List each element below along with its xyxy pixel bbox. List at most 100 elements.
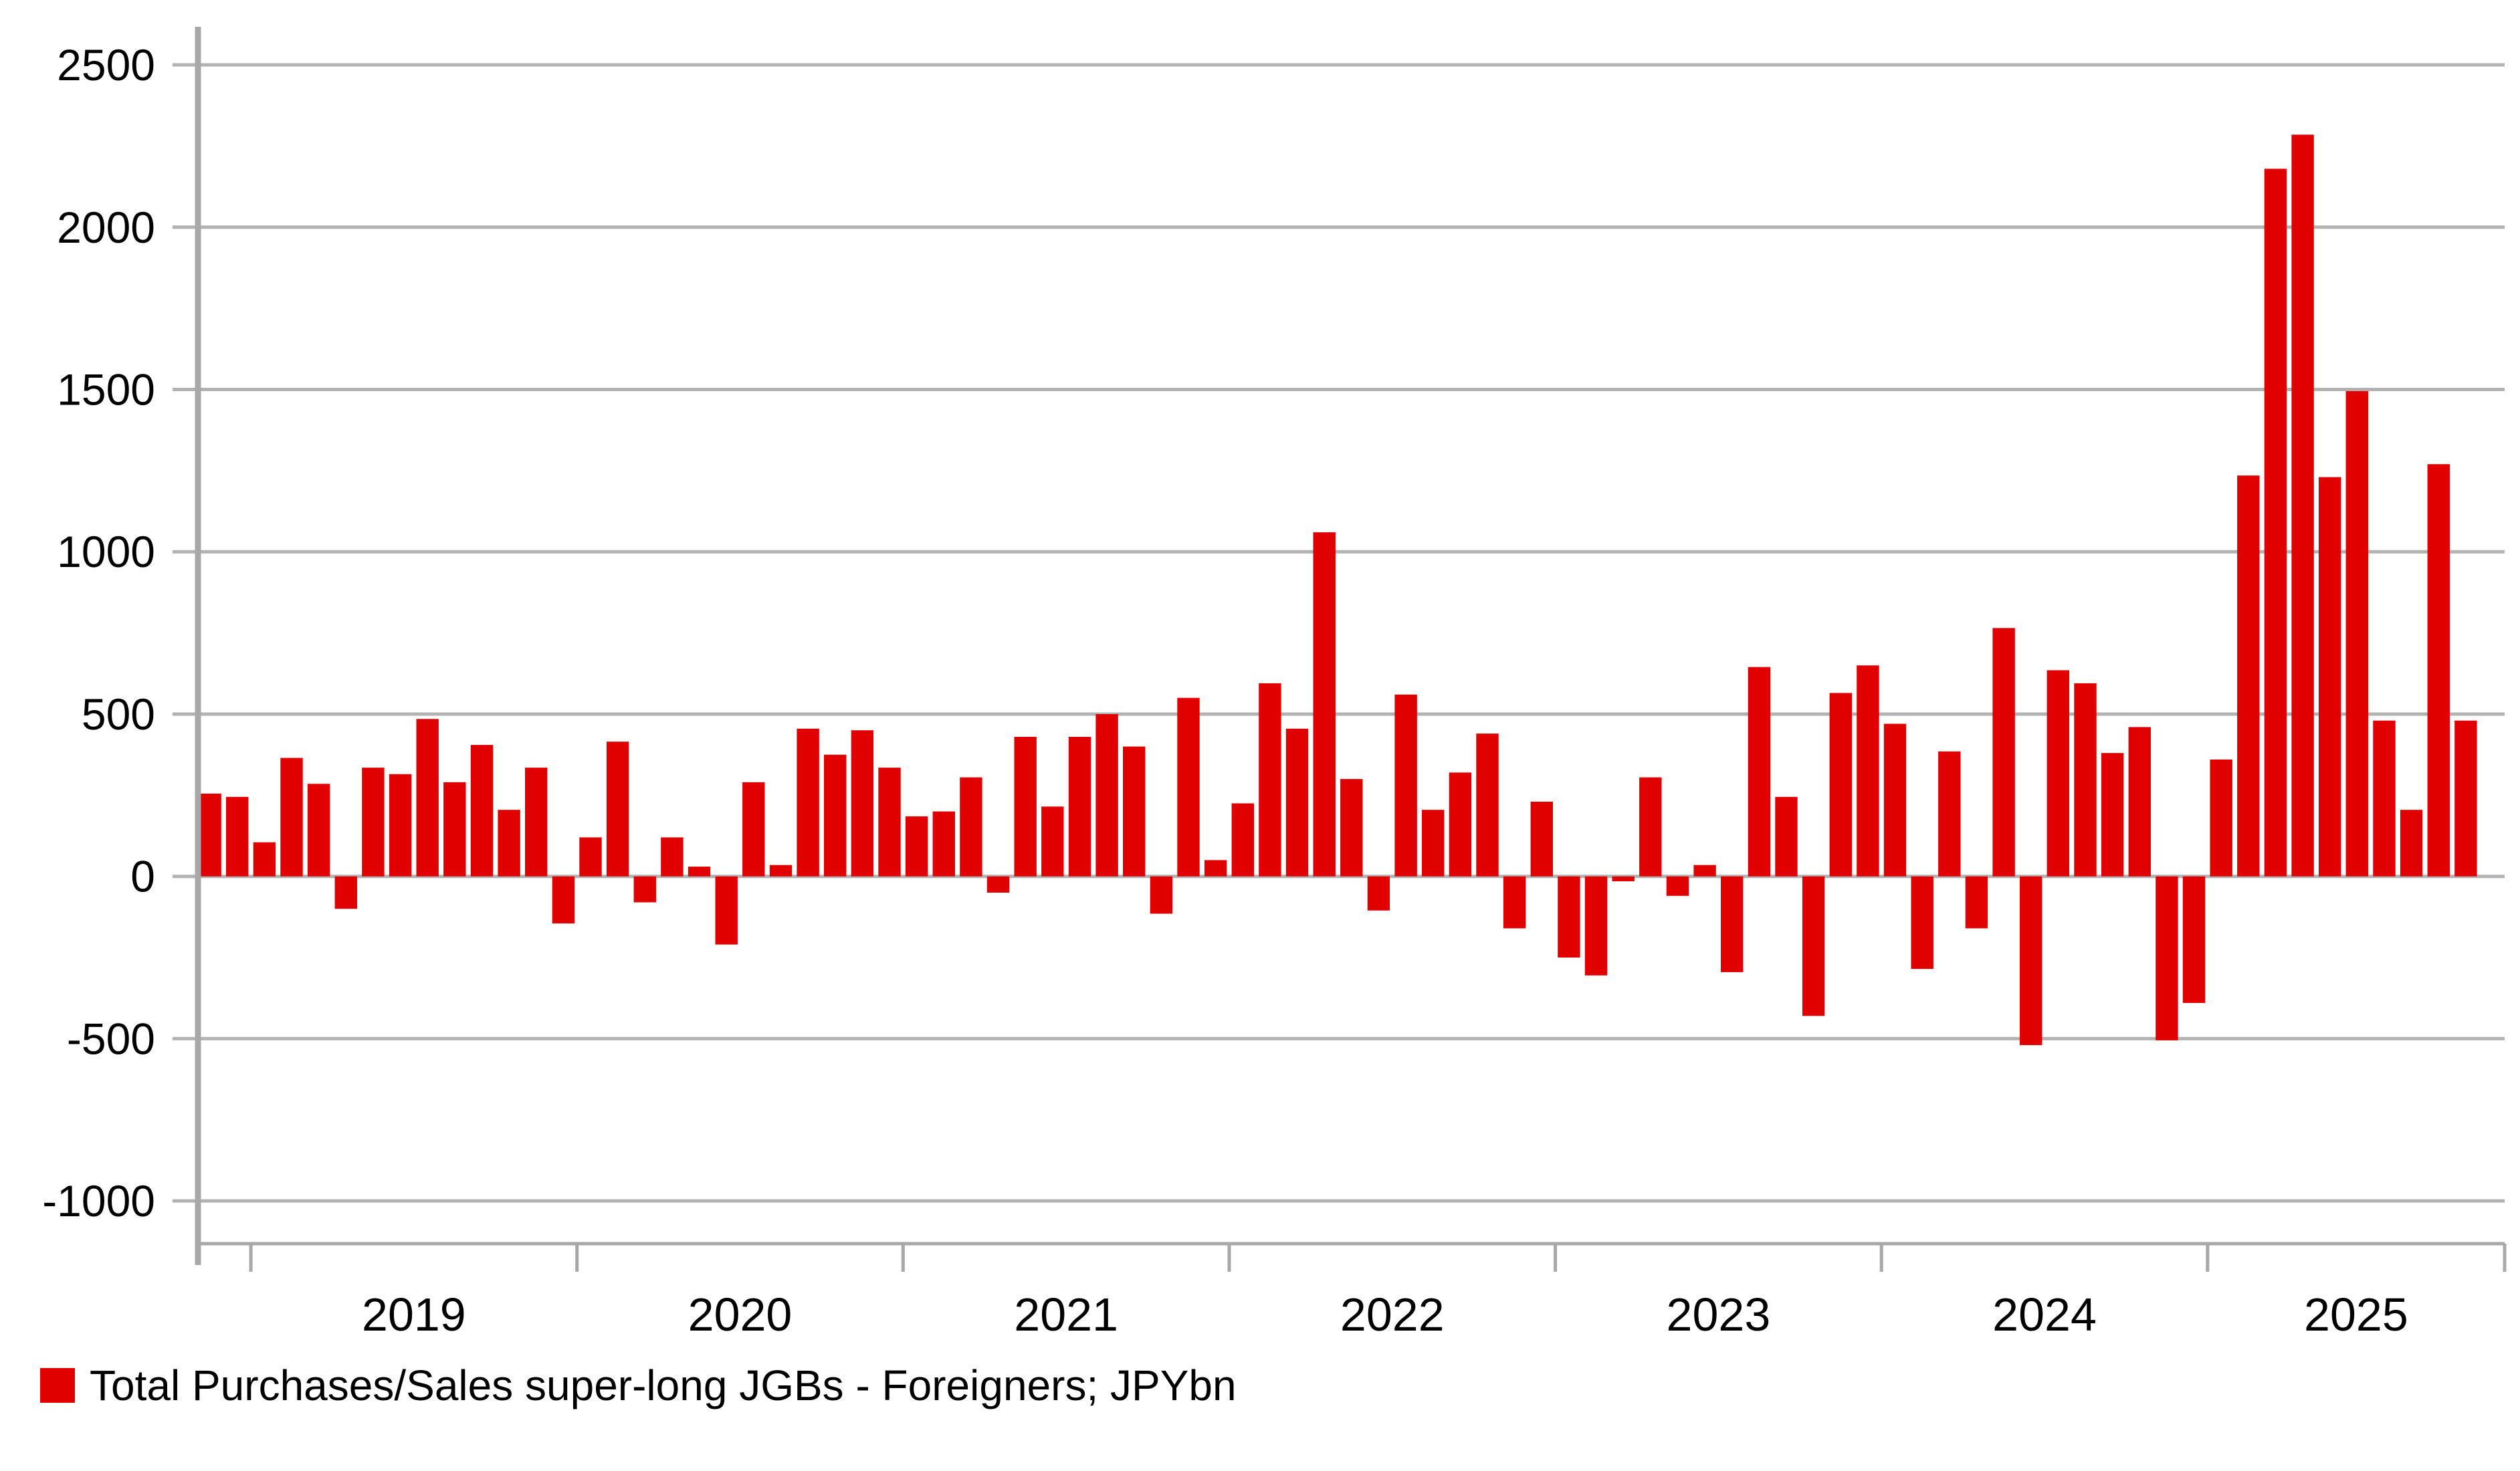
y-axis-tick-label: 500 — [82, 689, 155, 739]
bar-2025-05 — [2319, 477, 2341, 877]
bar-2024-03 — [1938, 751, 1961, 877]
bar-2021-10 — [1150, 876, 1173, 914]
bar-2025-10 — [2454, 720, 2477, 877]
bar-2024-07 — [2046, 670, 2069, 877]
bar-2023-06 — [1693, 865, 1716, 877]
x-axis-year-label: 2021 — [1014, 1288, 1118, 1341]
bar-2023-12 — [1857, 665, 1879, 877]
bar-2023-09 — [1775, 796, 1798, 877]
bar-2018-12 — [226, 796, 249, 877]
y-axis-tick-label: 0 — [130, 852, 155, 901]
bar-2019-06 — [389, 774, 412, 877]
bar-2021-05 — [1014, 737, 1037, 877]
x-axis-year-label: 2023 — [1667, 1288, 1771, 1341]
bar-2022-05 — [1340, 779, 1363, 877]
bar-2020-04 — [661, 837, 684, 877]
bar-2019-04 — [334, 876, 357, 909]
bar-2020-01 — [579, 837, 602, 877]
y-axis-tick-label: 1000 — [57, 527, 155, 576]
bar-2019-10 — [498, 810, 520, 877]
legend-swatch — [40, 1368, 75, 1403]
bar-2023-07 — [1721, 876, 1744, 972]
bar-2020-03 — [633, 876, 656, 903]
legend-label: Total Purchases/Sales super-long JGBs - … — [90, 1361, 1237, 1409]
bar-2020-02 — [606, 742, 629, 877]
bar-2021-11 — [1177, 697, 1200, 877]
bar-2024-10 — [2128, 727, 2151, 877]
bar-2022-12 — [1530, 802, 1553, 877]
bar-2023-02 — [1584, 876, 1608, 976]
bar-2024-11 — [2156, 876, 2178, 1040]
bar-2020-05 — [688, 867, 711, 877]
bar-2021-07 — [1068, 737, 1091, 877]
bar-2019-08 — [443, 782, 466, 877]
bar-2020-08 — [769, 865, 793, 877]
bar-2020-06 — [715, 876, 738, 945]
bar-2023-03 — [1612, 876, 1635, 881]
bar-2021-08 — [1095, 714, 1118, 877]
x-axis-year-label: 2020 — [688, 1288, 793, 1341]
bar-2022-04 — [1313, 532, 1336, 877]
bar-2022-11 — [1503, 876, 1526, 929]
bar-2018-11 — [199, 793, 221, 877]
bar-2022-10 — [1476, 733, 1499, 877]
bar-2022-01 — [1231, 803, 1254, 877]
y-axis-tick-label: 2500 — [57, 40, 155, 90]
bar-2019-03 — [307, 784, 330, 877]
bar-2021-04 — [986, 876, 1010, 893]
bar-2020-10 — [824, 754, 847, 877]
bar-2023-11 — [1829, 693, 1852, 877]
bar-2025-07 — [2373, 720, 2396, 877]
bar-2025-02 — [2237, 475, 2260, 877]
y-axis-tick-label: -500 — [67, 1014, 155, 1063]
bar-2022-02 — [1259, 683, 1281, 877]
bar-2021-01 — [905, 816, 928, 877]
y-axis-tick-label: 1500 — [57, 365, 155, 415]
bar-2019-09 — [470, 745, 494, 877]
bar-2022-07 — [1394, 694, 1417, 877]
bar-2021-06 — [1041, 806, 1064, 877]
bar-2024-09 — [2101, 753, 2124, 877]
bar-2022-09 — [1449, 772, 1472, 877]
bar-2025-08 — [2400, 810, 2423, 877]
bar-2025-06 — [2345, 390, 2368, 877]
bar-2020-11 — [851, 730, 874, 877]
bar-2019-07 — [416, 719, 439, 877]
x-axis-year-label: 2024 — [1992, 1288, 2097, 1341]
bar-2022-06 — [1367, 876, 1390, 911]
x-axis-year-label: 2019 — [362, 1288, 466, 1341]
bar-2024-02 — [1911, 876, 1933, 970]
bar-2020-12 — [878, 768, 901, 877]
bar-2019-11 — [525, 768, 548, 877]
legend: Total Purchases/Sales super-long JGBs - … — [40, 1361, 1237, 1409]
bar-2021-03 — [960, 777, 982, 877]
bar-2023-10 — [1802, 876, 1825, 1016]
bar-2021-09 — [1123, 746, 1146, 877]
bar-2025-09 — [2427, 464, 2450, 877]
bar-2020-09 — [797, 728, 819, 877]
bar-2025-04 — [2291, 134, 2314, 877]
bar-2023-04 — [1639, 777, 1662, 877]
bar-2024-01 — [1883, 723, 1907, 877]
bar-2021-12 — [1204, 860, 1227, 877]
y-axis-tick-label: -1000 — [42, 1176, 155, 1226]
bar-2019-12 — [552, 876, 575, 924]
bar-2025-03 — [2264, 168, 2287, 877]
bar-2023-08 — [1748, 667, 1771, 877]
bar-2024-06 — [2020, 876, 2042, 1046]
x-axis-year-label: 2025 — [2304, 1288, 2408, 1341]
bar-2022-08 — [1422, 810, 1445, 877]
bar-2024-08 — [2074, 683, 2097, 877]
bar-2023-01 — [1558, 876, 1580, 958]
y-axis-tick-label: 2000 — [57, 203, 155, 252]
bar-2022-03 — [1285, 728, 1309, 877]
bar-2019-02 — [280, 758, 303, 877]
x-axis-year-label: 2022 — [1340, 1288, 1445, 1341]
bar-2023-05 — [1666, 876, 1689, 896]
bar-2020-07 — [742, 782, 765, 877]
bar-2019-01 — [253, 842, 276, 877]
bar-2024-05 — [1992, 628, 2015, 877]
bar-2025-01 — [2210, 759, 2232, 877]
